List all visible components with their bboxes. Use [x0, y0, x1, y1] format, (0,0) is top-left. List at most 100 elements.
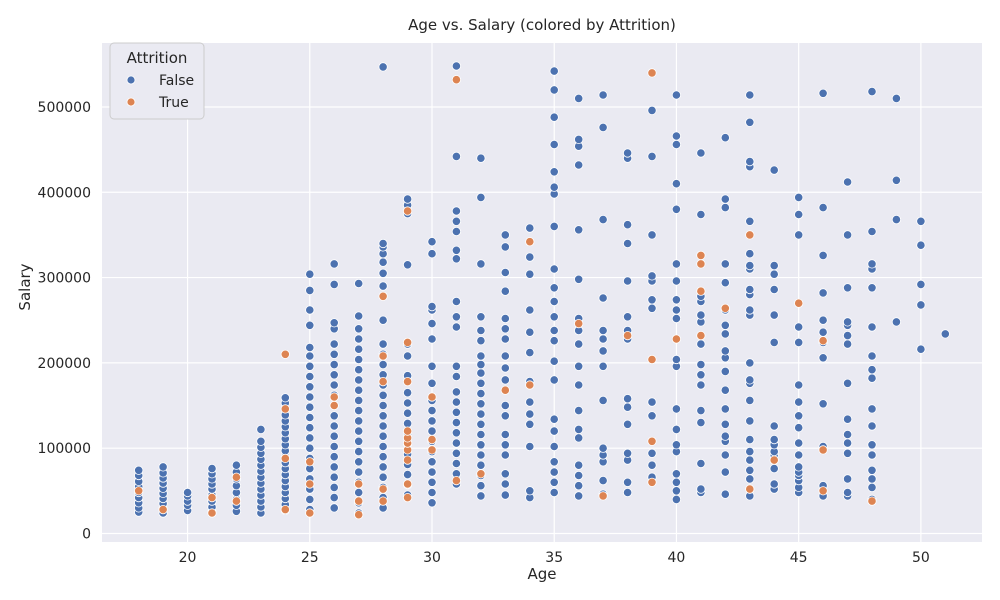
x-tick-label: 35	[545, 550, 563, 566]
data-point	[549, 487, 559, 498]
data-point	[354, 436, 364, 446]
data-point	[354, 467, 364, 477]
data-point	[378, 472, 388, 482]
data-point	[622, 402, 633, 412]
data-point	[207, 508, 217, 518]
data-point	[427, 334, 437, 344]
data-point	[378, 351, 388, 361]
data-point	[451, 448, 461, 458]
data-point	[305, 402, 315, 412]
data-point	[427, 434, 437, 445]
data-point	[354, 278, 364, 289]
x-tick-label: 25	[301, 550, 319, 566]
data-point	[525, 409, 535, 419]
data-point	[842, 317, 853, 327]
data-point	[354, 344, 364, 354]
data-point	[500, 267, 510, 278]
data-point	[549, 457, 559, 467]
data-point	[769, 463, 779, 474]
data-point	[451, 397, 461, 407]
data-point	[329, 503, 339, 513]
data-point	[378, 281, 388, 291]
data-point	[574, 160, 584, 170]
data-point	[354, 487, 364, 498]
data-point	[720, 346, 730, 356]
data-point	[500, 411, 510, 421]
data-point	[696, 209, 706, 220]
data-point	[671, 139, 682, 150]
data-point	[500, 242, 510, 252]
data-point	[500, 479, 510, 489]
data-point	[354, 416, 364, 426]
data-point	[402, 469, 413, 480]
data-point	[354, 324, 364, 334]
data-point	[598, 90, 608, 100]
data-point	[598, 443, 608, 453]
data-point	[549, 264, 559, 274]
data-point	[427, 487, 437, 498]
data-point	[525, 441, 535, 452]
data-point	[476, 491, 486, 501]
data-point	[574, 339, 584, 349]
data-point	[402, 479, 413, 489]
data-point	[696, 339, 706, 349]
data-point	[842, 487, 853, 498]
data-point	[378, 238, 388, 249]
data-point	[305, 382, 315, 392]
data-point	[549, 467, 559, 477]
data-point	[622, 148, 633, 158]
data-point	[476, 481, 486, 491]
data-point	[402, 455, 413, 465]
data-point	[574, 361, 584, 371]
data-point	[891, 93, 902, 104]
data-point	[940, 329, 950, 339]
data-point	[451, 206, 461, 216]
data-point	[574, 460, 584, 470]
data-point	[720, 404, 730, 414]
data-point	[647, 271, 657, 281]
data-point	[500, 230, 510, 240]
data-point	[305, 423, 315, 433]
data-point	[549, 414, 559, 424]
data-point	[378, 339, 388, 349]
data-point	[818, 327, 828, 337]
data-point	[476, 312, 486, 322]
data-point	[622, 220, 633, 230]
data-point	[622, 276, 633, 286]
data-point	[329, 421, 339, 431]
data-point	[256, 424, 266, 434]
data-point	[745, 395, 755, 405]
data-point	[842, 339, 853, 349]
data-point	[745, 157, 755, 167]
data-point	[451, 254, 461, 264]
data-point	[720, 133, 730, 143]
y-tick-label: 500000	[38, 100, 91, 116]
x-tick-label: 30	[423, 550, 441, 566]
data-point	[305, 392, 315, 402]
data-point	[402, 376, 413, 387]
data-point	[354, 510, 364, 520]
data-point	[818, 288, 828, 298]
data-point	[378, 62, 388, 72]
data-point	[476, 153, 486, 163]
data-point	[598, 361, 608, 371]
data-point	[305, 371, 315, 382]
data-point	[745, 249, 755, 259]
data-point	[647, 230, 657, 240]
data-point	[916, 240, 926, 250]
data-point	[549, 296, 559, 307]
data-point	[305, 269, 315, 279]
data-point	[696, 405, 706, 416]
data-point	[720, 419, 730, 429]
data-point	[476, 336, 486, 346]
data-point	[842, 414, 853, 424]
data-point	[427, 249, 437, 259]
data-point	[476, 429, 486, 440]
x-tick-label: 45	[790, 550, 808, 566]
data-point	[842, 283, 853, 293]
data-point	[769, 337, 779, 347]
data-point	[842, 474, 853, 484]
data-point	[598, 293, 608, 303]
data-point	[427, 426, 437, 436]
data-point	[622, 238, 633, 249]
